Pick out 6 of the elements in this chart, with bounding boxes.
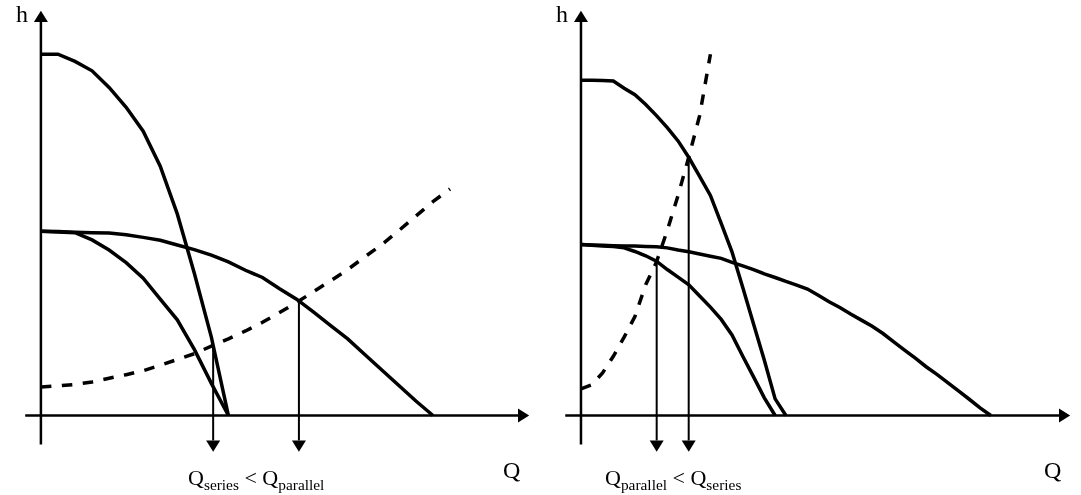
x-axis-title: Q bbox=[503, 457, 521, 483]
y-axis-title: h bbox=[16, 1, 28, 27]
text: Q$_{parallel}$ < Q$_{series}$ bbox=[605, 465, 742, 493]
y-axis-title: h bbox=[556, 1, 568, 27]
text: Q$_{series}$ < Q$_{parallel}$ bbox=[188, 465, 325, 493]
x-axis-title: Q bbox=[1044, 457, 1062, 483]
